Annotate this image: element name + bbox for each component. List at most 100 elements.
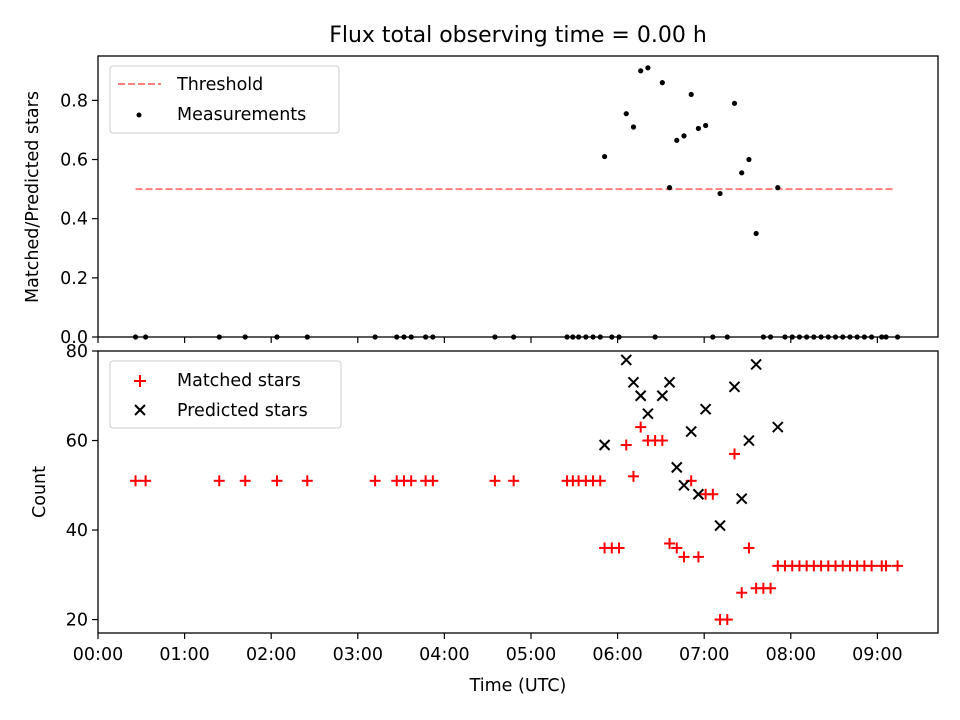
measurement-point (703, 122, 709, 129)
matched-star-point (239, 475, 251, 487)
matched-star-point (892, 560, 904, 572)
matched-star-point (620, 439, 632, 451)
x-marker-b (728, 381, 741, 393)
matched-star-point (508, 475, 520, 487)
predicted-star-point (634, 390, 647, 402)
y-tick-label: 0.4 (60, 210, 88, 230)
matched-star-point (635, 421, 647, 433)
x-tick-label: 08:00 (766, 645, 816, 665)
x-marker-b (663, 376, 676, 389)
matched-star-point (721, 614, 733, 626)
predicted-star-point (736, 493, 748, 505)
predicted-star-point (728, 381, 741, 393)
y-tick-label: 0.6 (60, 151, 88, 171)
predicted-star-point (642, 407, 654, 420)
measurement-point (688, 91, 694, 98)
matched-star-point (707, 488, 719, 500)
x-marker-b (743, 434, 755, 447)
x-axis-label: Time (UTC) (469, 676, 567, 696)
top-y-axis-label: Matched/Predicted stars (23, 91, 43, 303)
legend-predicted-label: Predicted stars (177, 401, 308, 421)
measurement-point (746, 156, 752, 163)
legend-predicted-swatch (134, 404, 146, 416)
y-tick-label: 0.2 (60, 269, 88, 289)
x-tick-label: 00:00 (73, 645, 123, 665)
measurement-point (775, 185, 781, 191)
matched-star-point (213, 475, 225, 487)
measurement-point (717, 190, 723, 197)
bottom-plot-area (130, 354, 904, 626)
matched-star-point (678, 551, 690, 563)
matched-star-point (765, 582, 777, 594)
legend-measurements-label: Measurements (177, 105, 306, 125)
predicted-star-point (714, 519, 726, 532)
measurement-point (695, 125, 702, 132)
matched-star-point (301, 475, 313, 487)
legend-box (109, 65, 340, 134)
predicted-star-point (750, 358, 762, 371)
predicted-star-point (627, 376, 640, 389)
measurement-point (659, 80, 665, 86)
top-x-ticks (97, 337, 878, 343)
predicted-star-point (656, 390, 669, 402)
predicted-star-point (598, 439, 611, 451)
predicted-star-point (692, 488, 705, 500)
x-tick-label: 05:00 (506, 645, 556, 665)
legend-matched-label: Matched stars (177, 371, 301, 391)
x-tick-label: 04:00 (419, 645, 469, 665)
y-tick-label: 60 (66, 432, 88, 452)
matched-star-point (627, 470, 639, 482)
measurement-point (753, 230, 759, 237)
measurement-point (674, 137, 680, 143)
legend-box (109, 360, 342, 429)
matched-star-point (130, 475, 142, 487)
measurement-point (601, 153, 608, 160)
x-tick-label: 03:00 (333, 645, 383, 665)
x-marker-b (714, 519, 726, 532)
predicted-star-point (699, 403, 712, 415)
y-tick-label: 0.8 (60, 91, 88, 111)
matched-star-point (671, 542, 683, 554)
matched-star-point (427, 475, 439, 487)
y-tick-label: 40 (66, 521, 88, 541)
matched-star-point (728, 448, 740, 460)
top-y-ticks: 0.0 0.2 0.4 0.6 0.8 (60, 91, 98, 348)
matched-star-point (736, 587, 748, 599)
x-tick-label: 06:00 (592, 645, 642, 665)
x-marker-b (678, 479, 690, 491)
matched-star-point (692, 551, 704, 563)
measurement-point (645, 65, 651, 71)
matched-star-point (743, 542, 755, 554)
matched-star-point (664, 537, 676, 549)
measurement-point (623, 111, 629, 117)
bottom-x-ticks: 00:00 01:00 02:00 03:00 04:00 05:00 06:00 07:00… (73, 633, 903, 665)
measurement-point (681, 133, 687, 139)
predicted-star-point (685, 425, 697, 438)
bottom-y-axis-label: Count (30, 466, 50, 518)
x-marker-b (620, 354, 632, 366)
x-marker-b (634, 390, 647, 402)
x-marker-b (598, 439, 611, 451)
chart-title: Flux total observing time = 0.00 h (329, 23, 707, 48)
legend-measurements-swatch (136, 112, 142, 118)
matched-star-point (369, 475, 381, 487)
x-marker-b (642, 407, 654, 420)
x-marker-b (699, 403, 712, 415)
y-tick-label: 80 (66, 342, 88, 362)
legend-threshold-label: Threshold (176, 75, 263, 95)
matched-star-point (656, 435, 668, 447)
matched-star-point (140, 475, 152, 487)
x-tick-label: 02:00 (246, 645, 296, 665)
predicted-star-point (772, 421, 784, 433)
predicted-star-point (671, 461, 683, 474)
x-tick-label: 07:00 (679, 645, 729, 665)
bottom-legend: Matched stars Predicted stars (109, 360, 342, 429)
matched-star-point (405, 475, 417, 487)
legend-matched-swatch (134, 375, 146, 387)
bottom-axes-frame (97, 350, 939, 634)
matched-star-point (489, 475, 501, 487)
y-tick-label: 20 (66, 611, 88, 631)
matched-star-point (880, 560, 892, 572)
predicted-star-point (663, 376, 676, 389)
